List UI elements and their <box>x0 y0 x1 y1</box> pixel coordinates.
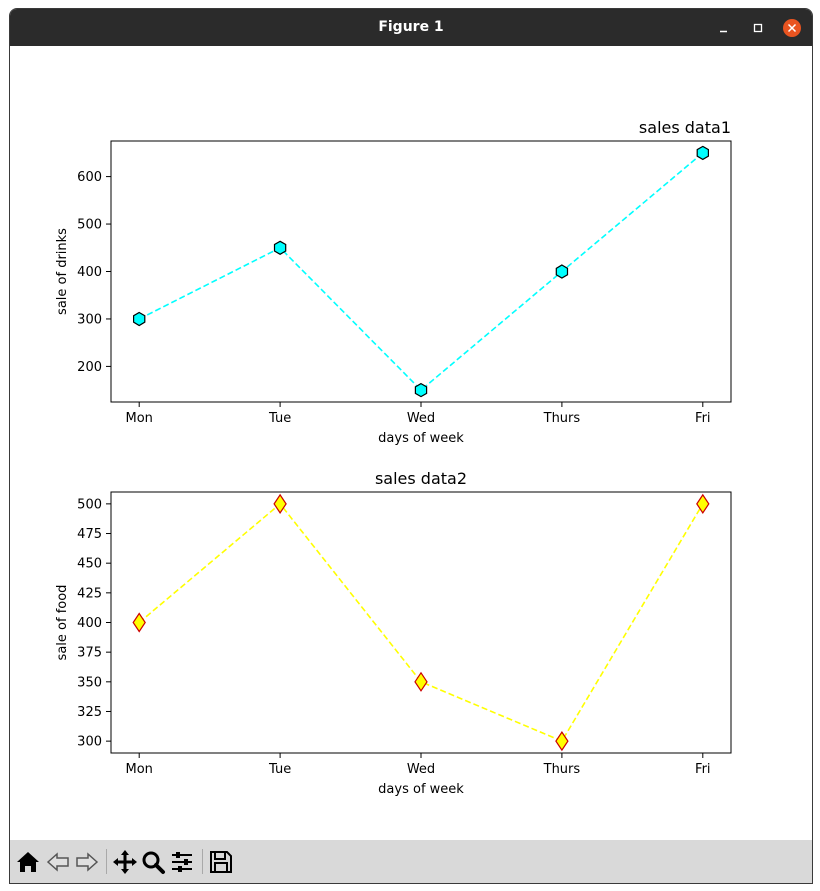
y-tick-label: 375 <box>77 646 102 661</box>
save-icon <box>210 851 232 873</box>
title-bar[interactable]: Figure 1 <box>10 9 812 46</box>
data-point <box>414 671 428 692</box>
chart-title: sales data1 <box>639 118 731 137</box>
data-point <box>696 145 710 161</box>
maximize-icon <box>753 23 763 33</box>
data-point <box>273 493 287 514</box>
home-icon <box>17 852 39 872</box>
close-button[interactable] <box>782 18 802 38</box>
y-tick-label: 475 <box>77 527 102 542</box>
figure-canvas[interactable]: Mon Tue Wed Thurs Fri 200 300 400 500 600 days of … <box>10 46 812 840</box>
toolbar-separator <box>202 849 203 874</box>
zoom-icon <box>142 851 165 874</box>
data-point <box>132 612 146 633</box>
minimize-icon <box>720 30 727 33</box>
x-tick-label: Tue <box>268 762 291 777</box>
x-tick-label: Thurs <box>543 762 581 777</box>
chart-title: sales data2 <box>375 469 467 488</box>
back-icon <box>46 852 69 872</box>
y-tick-label: 500 <box>77 497 102 512</box>
home-button[interactable] <box>14 848 42 876</box>
x-tick-label: Wed <box>407 411 435 426</box>
series-line <box>138 502 704 743</box>
y-tick-label: 325 <box>77 705 102 720</box>
data-point <box>414 382 428 398</box>
data-point <box>132 311 146 327</box>
axes-frame <box>110 140 732 403</box>
navigation-toolbar <box>10 840 812 883</box>
toolbar-separator <box>106 849 107 874</box>
x-tick-label: Tue <box>268 411 291 426</box>
y-axis-label: sale of drinks <box>55 228 70 315</box>
figure-svg: Mon Tue Wed Thurs Fri 200 300 400 500 600 days of … <box>55 118 732 797</box>
pan-button[interactable] <box>111 848 139 876</box>
y-tick-label: 400 <box>77 265 102 280</box>
y-tick-label: 400 <box>77 616 102 631</box>
forward-button[interactable] <box>73 848 101 876</box>
y-tick-label: 600 <box>77 170 102 185</box>
configure-button[interactable] <box>168 848 196 876</box>
pan-icon <box>113 850 137 874</box>
y-axis-label: sale of food <box>55 585 70 661</box>
data-point <box>555 264 569 279</box>
y-tick-label: 425 <box>77 586 102 601</box>
minimize-button[interactable] <box>714 18 734 38</box>
x-axis-label: days of week <box>378 782 464 797</box>
x-tick-label: Fri <box>695 411 711 426</box>
x-axis-label: days of week <box>378 431 464 446</box>
x-tick-label: Thurs <box>543 411 581 426</box>
figure-window: Figure 1 Mon Tue Wed Thurs Fri 200 300 400 500 60… <box>9 8 813 884</box>
window-title: Figure 1 <box>378 19 444 35</box>
save-button[interactable] <box>207 848 235 876</box>
configure-icon <box>172 852 192 872</box>
maximize-button[interactable] <box>748 18 768 38</box>
x-tick-label: Mon <box>125 411 152 426</box>
y-tick-label: 300 <box>77 735 102 750</box>
forward-icon <box>76 852 99 872</box>
y-tick-label: 350 <box>77 675 102 690</box>
y-tick-label: 500 <box>77 218 102 233</box>
y-tick-label: 450 <box>77 557 102 572</box>
data-point <box>555 731 569 752</box>
x-tick-label: Wed <box>407 762 435 777</box>
y-tick-label: 300 <box>77 312 102 327</box>
y-tick-label: 200 <box>77 360 102 375</box>
series-line <box>138 152 704 392</box>
axes-frame <box>110 491 732 754</box>
data-point <box>273 240 287 255</box>
x-tick-label: Fri <box>695 762 711 777</box>
x-tick-label: Mon <box>125 762 152 777</box>
close-icon <box>783 19 801 37</box>
data-point <box>696 493 710 514</box>
back-button[interactable] <box>44 848 72 876</box>
zoom-button[interactable] <box>139 848 167 876</box>
